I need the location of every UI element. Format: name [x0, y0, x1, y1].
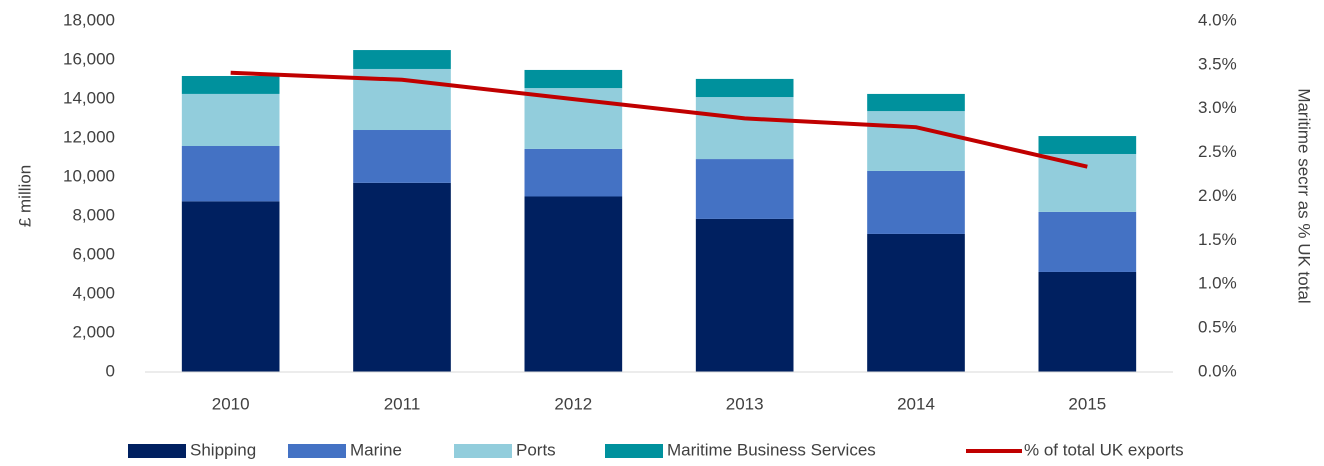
y-tick-label: 14,000 — [63, 88, 115, 107]
y-tick-label: 0 — [106, 361, 115, 380]
y2-tick-label: 3.5% — [1198, 54, 1237, 73]
y2-axis-label: Maritime secrr as % UK total — [1295, 88, 1314, 303]
bar-segment — [181, 145, 280, 202]
bar-segment — [1038, 136, 1137, 154]
legend-label: % of total UK exports — [1024, 440, 1184, 459]
y-tick-label: 10,000 — [63, 166, 115, 185]
bar-segment — [181, 201, 280, 372]
bar-segment — [867, 111, 965, 171]
x-tick-label: 2010 — [212, 394, 250, 413]
bar-segment — [1038, 211, 1137, 272]
y-tick-label: 6,000 — [72, 244, 115, 263]
x-tick-label: 2013 — [726, 394, 764, 413]
bar-segment — [353, 182, 451, 372]
y2-tick-label: 2.0% — [1198, 186, 1237, 205]
bar-segment — [353, 130, 451, 183]
y2-tick-label: 0.5% — [1198, 318, 1237, 337]
legend-swatch — [454, 444, 512, 458]
x-tick-label: 2015 — [1068, 394, 1106, 413]
legend-label: Ports — [516, 440, 556, 459]
bar-segment — [695, 78, 794, 98]
y2-tick-label: 1.5% — [1198, 230, 1237, 249]
bar-segment — [524, 148, 623, 197]
bar-segment — [695, 159, 794, 219]
bar-segment — [867, 170, 965, 234]
y2-tick-label: 2.5% — [1198, 142, 1237, 161]
bar-segment — [867, 233, 965, 372]
y2-tick-label: 3.0% — [1198, 98, 1237, 117]
bar-segment — [524, 69, 623, 89]
bar-segment — [867, 93, 965, 112]
y-tick-label: 2,000 — [72, 322, 115, 341]
line-series — [230, 70, 1088, 169]
bar-segment — [695, 218, 794, 372]
y-axis-label: £ million — [15, 165, 34, 227]
y2-tick-label: 1.0% — [1198, 274, 1237, 293]
bar-segment — [181, 93, 280, 146]
x-tick-label: 2014 — [897, 394, 935, 413]
x-tick-label: 2011 — [384, 394, 421, 413]
bar-segment — [353, 50, 451, 69]
legend-label: Maritime Business Services — [667, 440, 876, 459]
bar-segment — [1038, 153, 1137, 212]
y2-tick-label: 4.0% — [1198, 10, 1237, 29]
legend-label: Shipping — [190, 440, 256, 459]
bar-segment — [181, 75, 280, 94]
legend-swatch — [288, 444, 346, 458]
y-tick-label: 18,000 — [63, 10, 115, 29]
bar-segment — [695, 97, 794, 160]
y-tick-label: 4,000 — [72, 283, 115, 302]
x-tick-label: 2012 — [554, 394, 592, 413]
bar-segment — [524, 196, 623, 372]
y2-tick-label: 0.0% — [1198, 361, 1237, 380]
y-tick-label: 12,000 — [63, 127, 115, 146]
legend-label: Marine — [350, 440, 402, 459]
y-tick-label: 8,000 — [72, 205, 115, 224]
y-tick-label: 16,000 — [63, 49, 115, 68]
legend-swatch — [128, 444, 186, 458]
legend-swatch — [605, 444, 663, 458]
bar-segment — [1038, 271, 1137, 372]
